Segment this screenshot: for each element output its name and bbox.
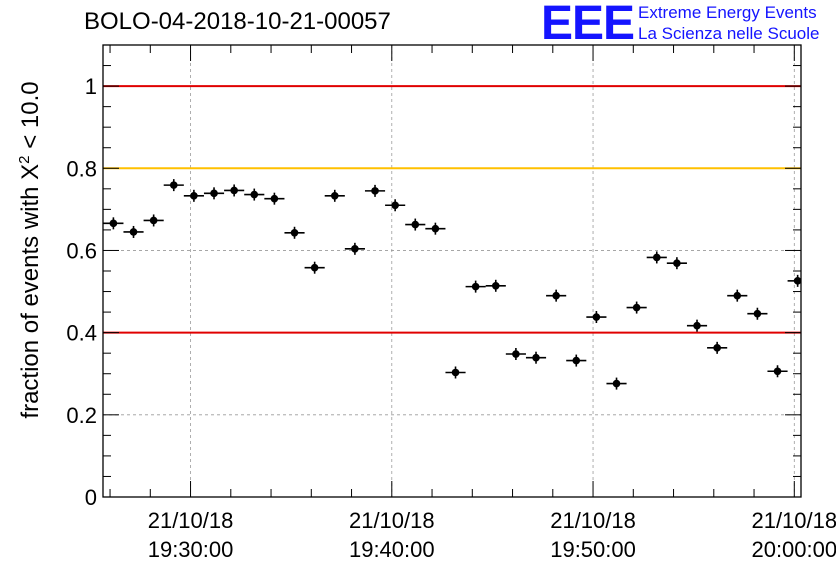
data-point xyxy=(727,289,748,302)
x-tick-label-date: 21/10/18 xyxy=(751,508,836,533)
data-point xyxy=(546,289,567,302)
data-point xyxy=(505,348,526,361)
grid-layer xyxy=(103,45,801,497)
data-point-marker xyxy=(491,281,500,290)
y-axis-label-main: fraction of events with X xyxy=(17,164,44,419)
x-tick-label-date: 21/10/18 xyxy=(148,508,234,533)
data-point-marker xyxy=(673,259,681,267)
data-point xyxy=(485,279,506,292)
chart-title: BOLO-04-2018-10-21-00057 xyxy=(84,8,391,35)
data-point-marker xyxy=(351,245,359,253)
logo-caption-line1: Extreme Energy Events xyxy=(638,3,817,22)
data-point xyxy=(203,187,225,200)
data-point xyxy=(385,199,406,212)
axis-labels: 0 0.2 0.4 0.6 0.8 1 21/10/18 19:30:00 21/10/18 19… xyxy=(66,74,836,562)
data-point xyxy=(566,354,587,367)
data-point-marker xyxy=(169,181,178,189)
data-point-marker xyxy=(391,201,399,210)
data-point-marker xyxy=(330,192,339,200)
data-point-marker xyxy=(471,282,480,291)
y-axis-label-tail: < 10.0 xyxy=(17,81,44,155)
data-point xyxy=(364,184,386,197)
data-point-marker xyxy=(733,291,742,300)
data-point xyxy=(123,225,144,238)
y-tick-label: 0.6 xyxy=(66,238,97,263)
x-tick-label-time: 19:40:00 xyxy=(349,537,435,562)
data-point-marker xyxy=(250,190,259,199)
data-point xyxy=(103,217,124,230)
data-point-marker xyxy=(632,303,641,312)
data-point xyxy=(244,188,265,201)
data-point-marker xyxy=(693,321,701,330)
x-tick-label-time: 19:50:00 xyxy=(550,537,636,562)
data-point xyxy=(163,179,184,192)
y-tick-label: 0.8 xyxy=(66,156,97,181)
data-point xyxy=(525,351,547,364)
data-point xyxy=(284,226,305,239)
plot-frame xyxy=(102,44,802,498)
data-point xyxy=(666,257,687,270)
y-axis-label: fraction of events with X2 < 10.0 xyxy=(16,81,44,418)
data-point-marker xyxy=(290,228,299,237)
data-point-marker xyxy=(552,291,560,300)
data-point xyxy=(183,189,204,202)
y-tick-label: 1 xyxy=(85,74,97,99)
data-point-marker xyxy=(773,367,782,376)
y-axis-label-superscript: 2 xyxy=(16,155,33,163)
data-point-marker xyxy=(512,350,520,358)
data-point-marker xyxy=(371,187,379,195)
data-point-marker xyxy=(753,309,762,318)
data-point-marker xyxy=(793,277,802,285)
data-point xyxy=(425,222,446,235)
data-point xyxy=(324,189,345,202)
data-point-marker xyxy=(129,228,138,236)
data-point-marker xyxy=(270,194,279,203)
data-point-marker xyxy=(411,220,420,229)
data-point xyxy=(405,218,426,231)
data-point xyxy=(747,307,768,320)
x-tick-label-time: 19:30:00 xyxy=(148,537,234,562)
data-point-marker xyxy=(190,192,198,200)
data-point-marker xyxy=(592,313,601,321)
reference-lines xyxy=(103,85,801,334)
x-tick-label-date: 21/10/18 xyxy=(349,508,435,533)
data-point-marker xyxy=(713,344,721,352)
axis-ticks xyxy=(103,44,801,498)
data-point-marker xyxy=(572,356,581,365)
x-tick-label-time: 20:00:00 xyxy=(751,537,836,562)
y-tick-label: 0.2 xyxy=(66,403,97,428)
data-point-marker xyxy=(431,224,440,233)
data-point xyxy=(143,214,164,227)
x-tick-label-date: 21/10/18 xyxy=(550,508,636,533)
data-point-marker xyxy=(230,186,238,195)
data-point xyxy=(646,251,667,264)
data-point xyxy=(787,274,802,287)
data-point xyxy=(465,280,486,293)
data-point xyxy=(224,184,245,197)
data-point-marker xyxy=(612,379,621,388)
data-point-marker xyxy=(109,219,118,228)
eee-logo: EEE xyxy=(541,0,635,50)
data-point xyxy=(767,365,788,378)
data-point xyxy=(686,319,708,332)
data-point xyxy=(707,341,728,354)
data-point-marker xyxy=(210,189,218,198)
data-point-marker xyxy=(451,368,460,377)
data-point xyxy=(445,366,466,379)
data-point xyxy=(304,261,325,274)
data-point xyxy=(264,192,285,205)
data-point xyxy=(606,377,627,390)
data-point-marker xyxy=(310,263,319,272)
data-point-marker xyxy=(652,253,661,262)
data-point xyxy=(586,311,607,324)
data-point-marker xyxy=(149,216,158,225)
data-point xyxy=(344,242,365,255)
logo-caption-line2: La Scienza nelle Scuole xyxy=(638,24,820,43)
data-point xyxy=(626,301,647,314)
data-points xyxy=(103,179,802,390)
y-tick-label: 0.4 xyxy=(66,321,97,346)
y-tick-label: 0 xyxy=(85,485,97,510)
data-point-marker xyxy=(532,353,540,362)
